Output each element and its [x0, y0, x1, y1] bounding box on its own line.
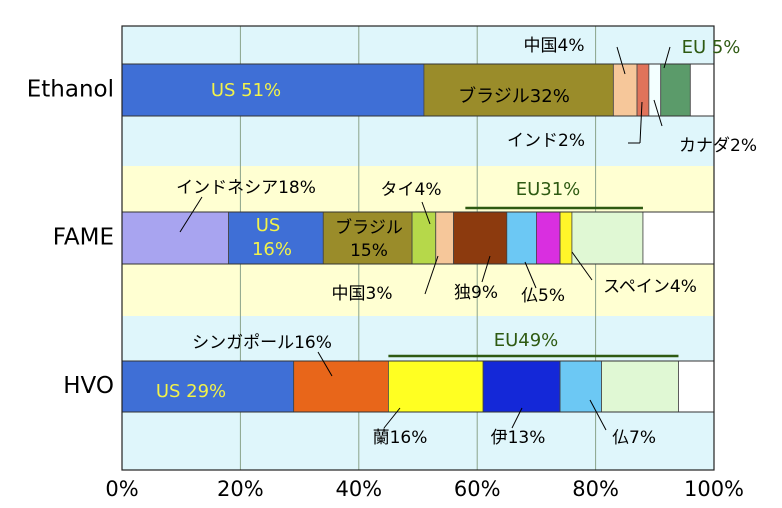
bar-segment-fame-9	[571, 211, 644, 265]
bar-segment-hvo-2	[387, 360, 484, 413]
bar-segment-fame-7	[536, 211, 561, 265]
bar-segment-ethanol-1	[423, 63, 614, 117]
bar-segment-hvo-3	[482, 360, 561, 413]
data-label-fame-brazil-pct: 15%	[350, 241, 388, 261]
data-label-ethanol-india: インド2%	[507, 131, 585, 151]
x-tick-label: 60%	[454, 477, 501, 501]
bar-segment-ethanol-2	[612, 63, 638, 117]
data-label-ethanol-china: 中国4%	[524, 36, 585, 56]
data-label-fame-china: 中国3%	[332, 284, 393, 304]
bar-segment-hvo-6	[678, 360, 715, 413]
leader-line	[179, 196, 203, 233]
data-label-fame-thai: タイ4%	[381, 180, 442, 200]
bar-segment-hvo-5	[601, 360, 679, 413]
data-label-hvo-singapore: シンガポール16%	[192, 333, 332, 353]
bar-segment-fame-2	[322, 211, 413, 265]
x-tick-label: 100%	[684, 477, 744, 501]
bar-segment-ethanol-5	[660, 63, 691, 117]
group-label-fame-eu: EU31%	[516, 179, 581, 200]
bar-segment-fame-6	[506, 211, 537, 265]
category-label-fame: FAME	[53, 225, 114, 251]
data-label-fame-us: US	[256, 215, 281, 236]
data-label-fame-us-pct: 16%	[252, 239, 292, 260]
data-label-fame-indonesia: インドネシア18%	[176, 178, 316, 198]
bar-segment-ethanol-6	[689, 63, 715, 117]
bar-segment-fame-0	[121, 211, 229, 265]
leader-line	[511, 407, 523, 429]
data-label-hvo-france: 仏7%	[612, 428, 656, 448]
data-label-ethanol-eu: EU 5%	[682, 37, 741, 58]
x-tick-label: 80%	[572, 477, 619, 501]
data-label-hvo-netherlands: 蘭16%	[373, 428, 428, 448]
bar-segment-hvo-0	[121, 360, 295, 413]
leader-line	[653, 99, 663, 127]
leader-line	[616, 46, 626, 75]
x-tick-label: 0%	[105, 477, 138, 501]
leader-line	[317, 351, 333, 377]
data-label-fame-france: 仏5%	[521, 286, 565, 306]
data-label-hvo-italy: 伊13%	[491, 428, 546, 448]
leader-line	[524, 261, 537, 289]
bar-segment-fame-8	[559, 211, 573, 265]
plot-frame	[121, 25, 715, 471]
bar-segment-fame-10	[642, 211, 715, 265]
leader-line	[481, 255, 491, 283]
bar-segment-ethanol-0	[121, 63, 425, 117]
bar-segment-ethanol-3	[636, 63, 650, 117]
x-tick-label: 20%	[217, 477, 264, 501]
leader-line	[424, 255, 439, 295]
bar-segment-fame-1	[228, 211, 324, 265]
data-label-ethanol-us: US 51%	[211, 80, 281, 101]
leader-line	[571, 251, 593, 281]
leader-line	[383, 407, 401, 429]
x-tick-label: 40%	[335, 477, 382, 501]
bar-segment-hvo-1	[293, 360, 389, 413]
data-label-ethanol-brazil: ブラジル32%	[458, 85, 570, 107]
leader-line	[639, 101, 643, 144]
category-label-ethanol: Ethanol	[27, 77, 114, 103]
leader-line	[421, 201, 431, 225]
leader-line	[663, 46, 671, 69]
data-label-ethanol-canada: カナダ2%	[679, 136, 757, 156]
bar-segment-ethanol-4	[648, 63, 662, 117]
leader-line	[589, 399, 607, 431]
data-label-fame-germany: 独9%	[454, 283, 498, 303]
data-label-fame-brazil: ブラジル	[335, 217, 403, 238]
bar-segment-fame-3	[411, 211, 437, 265]
data-label-fame-spain: スペイン4%	[603, 277, 697, 297]
data-label-hvo-us: US 29%	[156, 381, 226, 402]
bar-segment-fame-5	[453, 211, 508, 265]
group-label-hvo-eu: EU49%	[494, 330, 559, 351]
bar-segment-hvo-4	[559, 360, 602, 413]
category-label-hvo: HVO	[63, 373, 114, 399]
